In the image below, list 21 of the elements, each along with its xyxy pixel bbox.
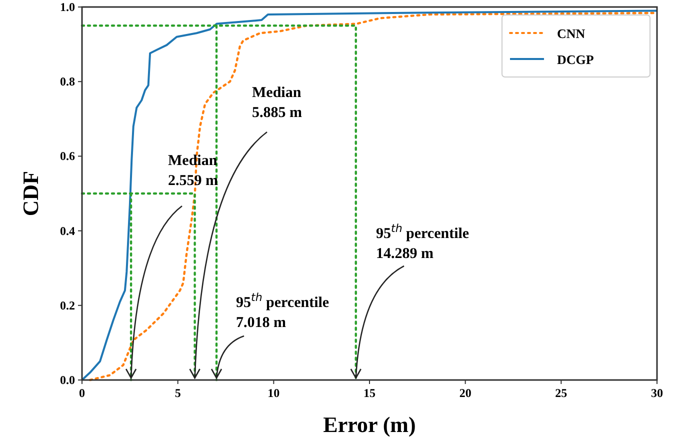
- y-tick-label: 0.4: [60, 224, 75, 238]
- legend-label: CNN: [557, 26, 586, 41]
- x-axis-title: Error (m): [323, 412, 416, 437]
- y-tick-label: 1.0: [60, 0, 75, 14]
- y-tick-label: 0.0: [60, 373, 75, 387]
- x-tick-label: 0: [79, 386, 85, 400]
- x-tick-label: 5: [174, 386, 181, 400]
- x-tick-label: 25: [555, 386, 568, 400]
- x-tick-label: 20: [459, 386, 472, 400]
- y-tick-label: 0.8: [60, 74, 75, 89]
- annotation: Median 5.885 m: [252, 85, 302, 121]
- y-tick-label: 0.6: [60, 149, 75, 164]
- annotation: 95$^{th}$ percentile 7.018 m: [236, 290, 330, 331]
- x-tick-label: 10: [268, 386, 280, 400]
- x-tick-label: 30: [651, 386, 663, 400]
- y-axis-title: CDF: [18, 170, 43, 216]
- x-tick-label: 15: [364, 386, 376, 400]
- legend-label: DCGP: [557, 52, 594, 67]
- annotation: Median 2.559 m: [168, 153, 218, 189]
- annotation: 95$^{th}$ percentile 14.289 m: [376, 222, 470, 262]
- y-tick-label: 0.2: [60, 298, 75, 312]
